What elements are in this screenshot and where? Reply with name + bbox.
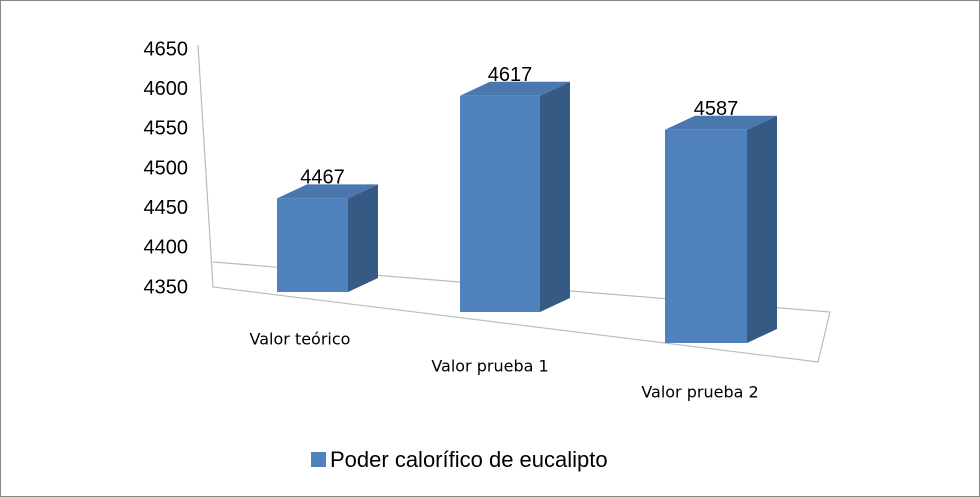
bar-top (665, 115, 777, 130)
legend-swatch (311, 452, 326, 467)
y-tick-label: 4350 (144, 276, 189, 298)
floor-wall (197, 44, 831, 363)
bar (460, 95, 540, 312)
y-tick-label: 4400 (144, 237, 189, 259)
y-tick-label: 4550 (144, 118, 189, 140)
bar (665, 129, 747, 343)
value-label: 4467 (300, 167, 345, 189)
x-tick-label: Valor prueba 2 (641, 383, 758, 402)
y-tick-label: 4500 (144, 157, 189, 179)
bar-side (348, 184, 378, 292)
x-tick-label: Valor prueba 1 (431, 357, 548, 376)
bar-top (277, 184, 378, 199)
y-tick-label: 4450 (144, 197, 189, 219)
y-tick-label: 4600 (144, 78, 189, 100)
bar (277, 198, 348, 292)
legend-label: Poder calorífico de eucalipto (330, 447, 608, 472)
y-tick-label: 4650 (144, 38, 189, 60)
bar-side (540, 81, 570, 312)
bar-side (747, 115, 777, 343)
bar-top (460, 81, 570, 96)
value-label: 4587 (694, 98, 739, 120)
value-label: 4617 (488, 64, 533, 86)
x-tick-label: Valor teórico (250, 330, 351, 349)
